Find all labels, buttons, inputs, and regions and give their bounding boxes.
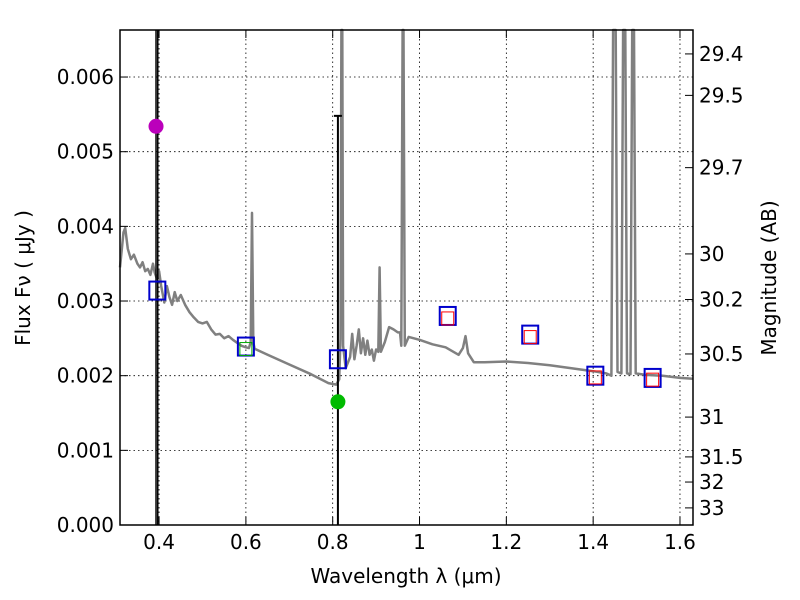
plot-frame <box>119 29 694 526</box>
magnitude-tick-label: 30 <box>699 242 724 266</box>
tick-layer: 0.4 0.6 0.8 1 1.2 1.4 1.6 0.000 0.001 0.002 0.003 0… <box>57 30 744 554</box>
x-tick-label: 0.6 <box>230 530 262 554</box>
model-photometry-square <box>148 280 167 301</box>
y-tick-label: 0.003 <box>57 289 114 313</box>
x-tick-label: 0.8 <box>317 530 349 554</box>
template-sed-line <box>118 28 694 386</box>
measurement-point <box>330 394 346 410</box>
x-tick-label: 1.4 <box>577 530 609 554</box>
x-tick-label: 1.2 <box>490 530 522 554</box>
magnitude-tick-label: 30.2 <box>699 288 744 312</box>
vertical-line-layer <box>155 30 342 525</box>
observed-photometry-square <box>588 370 602 385</box>
magnitude-tick-label: 33 <box>699 496 724 520</box>
y-axis-label: Flux Fν ( μJy ) <box>11 210 35 346</box>
y-tick-label: 0.005 <box>57 140 114 164</box>
magnitude-tick-label: 29.4 <box>699 42 744 66</box>
x-tick-label: 1 <box>413 530 426 554</box>
model-photometry-square <box>643 367 662 388</box>
y-tick-label: 0.004 <box>57 214 114 238</box>
observed-photometry-square <box>441 311 455 326</box>
y-tick-label: 0.001 <box>57 438 114 462</box>
y-tick-label: 0.002 <box>57 364 114 388</box>
observed-photometry-square <box>239 342 253 357</box>
magnitude-tick-label: 29.5 <box>699 83 744 107</box>
x-axis-label: Wavelength λ (μm) <box>310 564 501 588</box>
x-tick-label: 0.4 <box>143 530 175 554</box>
y-tick-label: 0.000 <box>57 513 114 537</box>
magnitude-axis-label: Magnitude (AB) <box>757 200 781 355</box>
magnitude-tick-label: 29.7 <box>699 156 744 180</box>
magnitude-tick-label: 31.5 <box>699 445 744 469</box>
model-photometry-square <box>586 365 605 386</box>
y-tick-label: 0.006 <box>57 65 114 89</box>
model-photometry-square <box>328 349 347 370</box>
measurement-point <box>148 118 164 134</box>
template-sed-layer <box>118 28 694 386</box>
observed-photometry-square <box>646 372 660 387</box>
observed-photometry-square <box>523 330 537 345</box>
marker-layer <box>148 118 662 410</box>
magnitude-tick-label: 30.5 <box>699 342 744 366</box>
x-tick-label: 1.6 <box>664 530 696 554</box>
grid-lines <box>120 30 693 525</box>
magnitude-tick-label: 32 <box>699 470 724 494</box>
magnitude-tick-label: 31 <box>699 405 724 429</box>
